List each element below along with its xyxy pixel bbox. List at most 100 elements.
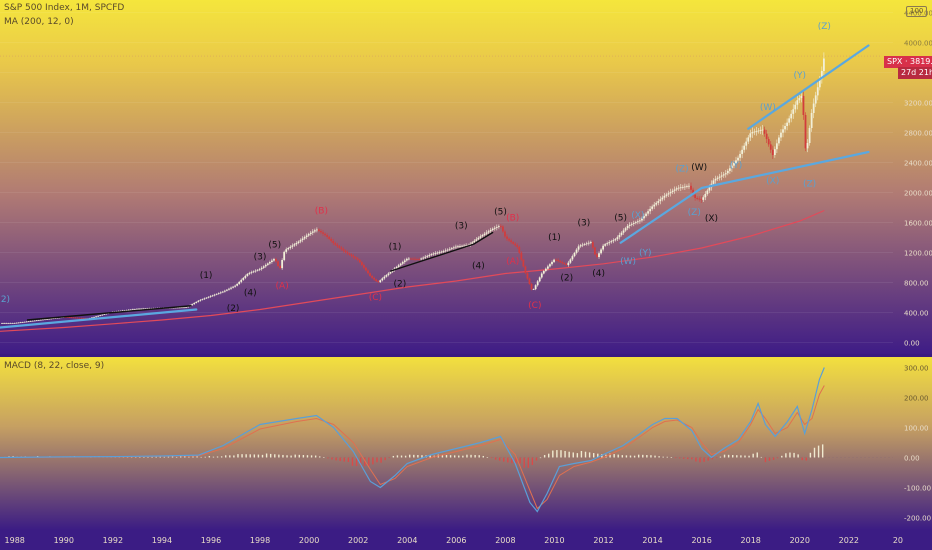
candle-up: [663, 195, 666, 198]
candle-up: [479, 236, 482, 238]
candle-up: [405, 258, 408, 261]
candle-up: [181, 307, 183, 309]
candle-down: [322, 232, 324, 234]
histogram-bar-positive: [143, 456, 145, 458]
histogram-bar-positive: [302, 455, 305, 458]
candle-up: [58, 317, 61, 319]
candle-up: [618, 234, 621, 238]
candle-up: [542, 270, 545, 274]
symbol-legend[interactable]: S&P 500 Index, 1M, SPCFD: [4, 3, 125, 13]
macd-tick-label: -200.00: [904, 515, 931, 523]
candle-up: [720, 175, 723, 177]
macd-pane-background: [0, 357, 932, 530]
histogram-bar-negative: [535, 457, 538, 461]
candle-down: [518, 246, 521, 253]
histogram-bar-positive: [175, 456, 178, 458]
candle-up: [534, 285, 537, 290]
price-tick-label: 2400.00: [904, 160, 932, 168]
candle-up: [254, 270, 257, 272]
pane-divider[interactable]: [0, 354, 932, 357]
candle-up: [29, 321, 32, 322]
candle-up: [485, 232, 488, 234]
histogram-bar-positive: [220, 456, 223, 458]
histogram-bar-negative: [764, 457, 767, 463]
candle-down: [506, 236, 508, 239]
candle-up: [489, 230, 492, 232]
histogram-bar-negative: [351, 457, 354, 466]
candle-down: [414, 258, 416, 260]
candle-up: [105, 313, 108, 315]
candle-up: [430, 254, 433, 256]
time-tick-label: 2016: [691, 536, 711, 545]
candle-up: [403, 260, 406, 263]
wave-label: (W): [620, 257, 636, 267]
candle-up: [264, 264, 267, 267]
wave-label: (1): [548, 233, 561, 243]
candle-up: [636, 221, 639, 223]
histogram-bar-positive: [813, 447, 816, 458]
candle-up: [299, 240, 302, 242]
candle-up: [538, 277, 541, 282]
candle-up: [626, 225, 629, 229]
candle-up: [810, 113, 813, 128]
time-tick-label: 2008: [495, 536, 515, 545]
histogram-bar-positive: [180, 456, 182, 458]
histogram-bar-positive: [159, 456, 161, 458]
histogram-bar-negative: [678, 457, 681, 459]
time-tick-label: 2014: [642, 536, 662, 545]
candle-up: [726, 170, 729, 174]
ma-legend[interactable]: MA (200, 12, 0): [4, 17, 74, 27]
histogram-bar-positive: [151, 456, 153, 458]
histogram-bar-positive: [584, 451, 587, 458]
candle-down: [70, 317, 73, 319]
candle-down: [82, 318, 85, 319]
candle-down: [340, 247, 343, 250]
candle-down: [346, 252, 349, 254]
histogram-bar-positive: [413, 454, 415, 458]
candle-up: [203, 298, 206, 300]
histogram-bar-positive: [736, 455, 738, 458]
histogram-bar-positive: [290, 455, 292, 458]
histogram-bar-positive: [282, 454, 284, 458]
candle-up: [207, 296, 210, 298]
candle-up: [780, 132, 782, 138]
histogram-bar-positive: [732, 455, 734, 458]
candle-down: [524, 266, 527, 274]
histogram-bar-positive: [781, 455, 783, 458]
candle-down: [563, 263, 566, 265]
candle-up: [751, 132, 754, 134]
candle-up: [176, 307, 179, 309]
candle-up: [589, 242, 592, 243]
candle-up: [471, 242, 474, 244]
price-tick-label: 0.00: [904, 340, 920, 348]
candle-up: [716, 177, 719, 179]
histogram-bar-positive: [392, 455, 395, 458]
histogram-bar-negative: [327, 457, 329, 459]
candle-up: [9, 323, 12, 324]
candle-up: [311, 231, 314, 233]
histogram-bar-negative: [376, 457, 378, 463]
histogram-bar-positive: [417, 455, 419, 458]
candle-up: [438, 252, 441, 253]
candle-up: [659, 199, 662, 202]
histogram-bar-positive: [441, 454, 444, 458]
candle-up: [48, 318, 50, 320]
wave-segment: [389, 243, 474, 272]
candle-up: [647, 211, 649, 214]
candle-up: [788, 118, 791, 123]
candle-up: [1, 323, 3, 324]
macd-tick-label: 100.00: [904, 425, 929, 433]
candle-up: [305, 235, 308, 238]
candle-down: [350, 254, 353, 256]
candle-up: [706, 190, 709, 194]
wave-label: (Y): [730, 161, 743, 171]
candle-up: [575, 249, 578, 253]
scale-button[interactable]: 100: [906, 6, 928, 17]
candle-up: [146, 308, 149, 310]
histogram-bar-positive: [204, 456, 206, 458]
candle-up: [240, 279, 243, 282]
macd-legend[interactable]: MACD (8, 22, close, 9): [4, 361, 105, 371]
histogram-bar-positive: [155, 456, 157, 458]
candle-up: [547, 266, 549, 269]
